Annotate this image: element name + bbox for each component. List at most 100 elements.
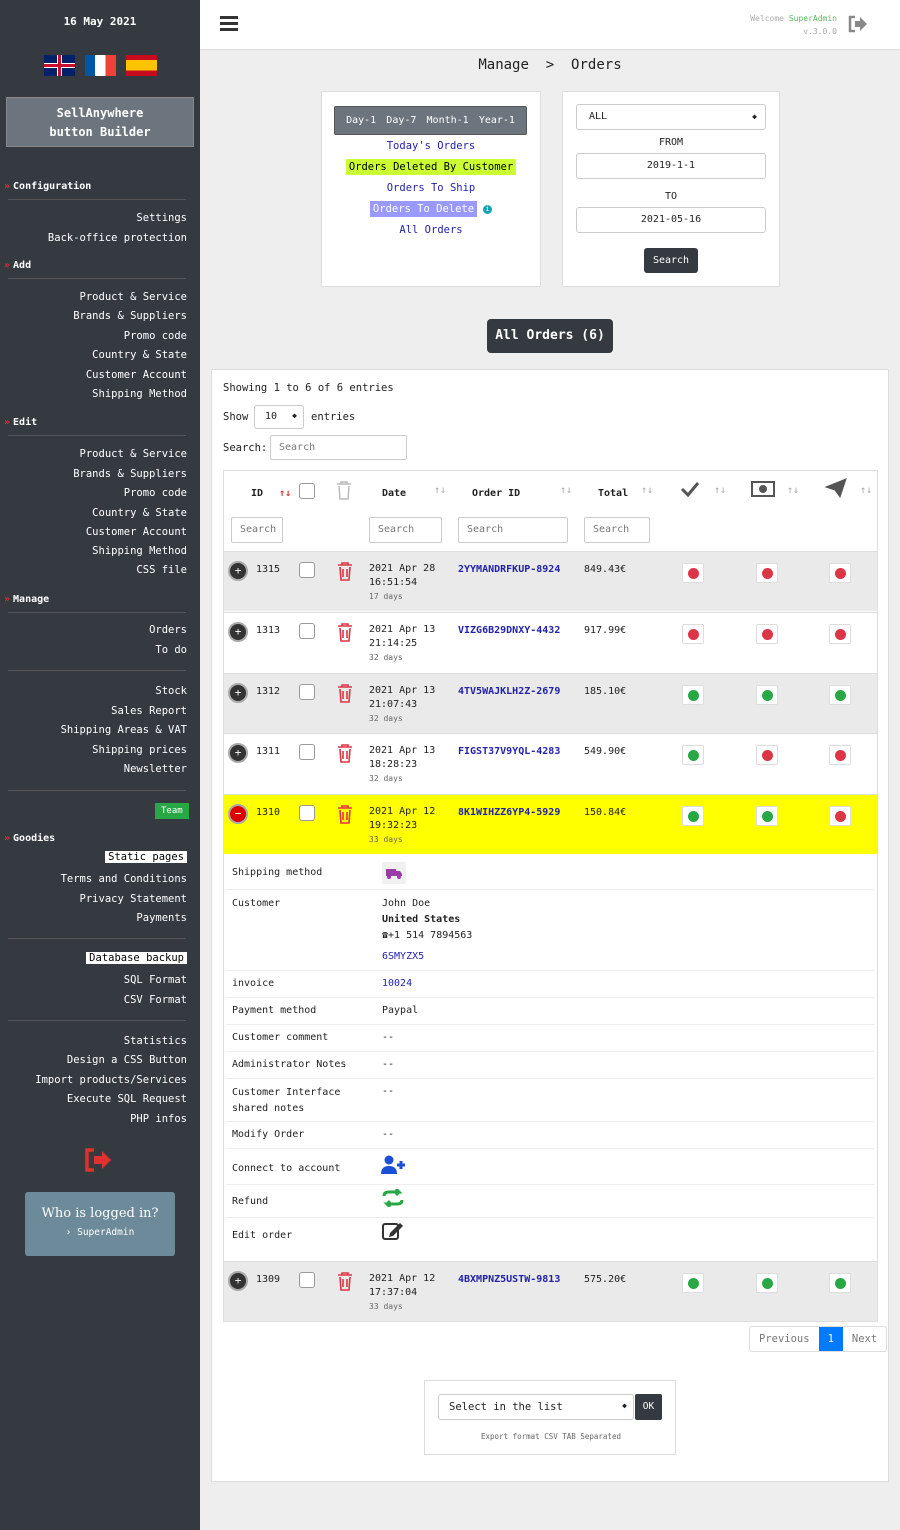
shipped-status-toggle[interactable] (829, 806, 851, 826)
table-row[interactable]: +1311 2021 Apr 13 18:28:23 32 days FIGST37V9… (224, 733, 877, 793)
expand-icon[interactable]: + (228, 561, 248, 581)
filter-orders-to-ship[interactable]: Orders To Ship (386, 182, 476, 194)
sidebar-item-backoffice-protection[interactable]: Back-office protection (47, 232, 187, 244)
shipped-status-toggle[interactable] (829, 685, 851, 705)
trash-icon[interactable] (336, 561, 354, 584)
payment-status-toggle[interactable] (756, 1273, 778, 1293)
button-builder-link[interactable]: SellAnywhere button Builder (6, 97, 194, 147)
export-select[interactable]: Select in the list ◆ (438, 1394, 634, 1420)
sidebar-item-csv-format[interactable]: CSV Format (123, 994, 187, 1006)
row-checkbox[interactable] (299, 1272, 315, 1288)
sidebar-item-shipping-areas[interactable]: Shipping Areas & VAT (60, 724, 187, 736)
sidebar-item-import[interactable]: Import products/Services (35, 1074, 187, 1086)
sidebar-item-add-promo[interactable]: Promo code (123, 330, 187, 342)
previous-button[interactable]: Previous (759, 1333, 810, 1345)
user-plus-icon[interactable] (381, 1155, 407, 1178)
trash-icon[interactable] (336, 743, 354, 766)
row-checkbox[interactable] (299, 744, 315, 760)
sidebar-item-privacy[interactable]: Privacy Statement (79, 893, 187, 905)
sidebar-item-database-backup[interactable]: Database backup (86, 952, 187, 964)
order-reference-link[interactable]: 4BXMPNZ5USTW-9813 (458, 1274, 561, 1285)
trash-icon[interactable] (336, 1271, 354, 1294)
logout-icon[interactable] (84, 1147, 114, 1176)
logout-top-icon[interactable] (848, 15, 868, 36)
from-date-input[interactable]: 2019-1-1 (576, 153, 766, 179)
payment-status-toggle[interactable] (756, 745, 778, 765)
paid-status-toggle[interactable] (682, 1273, 704, 1293)
refund-icon[interactable] (381, 1187, 405, 1210)
search-id-input[interactable]: Search (231, 517, 283, 543)
shipped-status-toggle[interactable] (829, 745, 851, 765)
search-orderid-input[interactable]: Search (458, 517, 568, 543)
order-reference-link[interactable]: 8K1WIHZZ6YP4-5929 (458, 807, 561, 818)
row-checkbox[interactable] (299, 623, 315, 639)
who-logged-in-box[interactable]: Who is logged in? › SuperAdmin (25, 1192, 175, 1256)
shipped-status-toggle[interactable] (829, 563, 851, 583)
expand-icon[interactable]: + (228, 1271, 248, 1291)
collapse-icon[interactable]: − (228, 804, 248, 824)
status-select[interactable]: ALL ◆ (576, 104, 766, 130)
filter-todays-orders[interactable]: Today's Orders (386, 140, 476, 152)
sidebar-item-edit-brands[interactable]: Brands & Suppliers (73, 468, 187, 480)
table-row[interactable]: +1309 2021 Apr 12 17:37:04 33 days 4BXMPNZ5U… (224, 1261, 877, 1321)
table-row[interactable]: −1310 2021 Apr 12 19:32:23 33 days 8K1WIHZZ6… (224, 794, 877, 854)
sidebar-item-newsletter[interactable]: Newsletter (123, 763, 187, 775)
order-reference-link[interactable]: VIZG6B29DNXY-4432 (458, 625, 561, 636)
flag-uk-icon[interactable] (44, 55, 75, 76)
trash-icon[interactable] (336, 804, 354, 827)
sidebar-item-add-customer[interactable]: Customer Account (85, 369, 187, 381)
sidebar-item-edit-country[interactable]: Country & State (92, 507, 187, 519)
search-button[interactable]: Search (644, 248, 698, 273)
paid-status-toggle[interactable] (682, 806, 704, 826)
order-reference-link[interactable]: FIGST37V9YQL-4283 (458, 746, 561, 757)
search-total-input[interactable]: Search (584, 517, 650, 543)
sidebar-item-edit-product[interactable]: Product & Service (79, 448, 187, 460)
col-id[interactable]: ID ↑↓ (251, 488, 292, 499)
team-badge[interactable]: Team (155, 803, 189, 819)
sidebar-item-settings[interactable]: Settings (136, 212, 187, 224)
sidebar-item-edit-promo[interactable]: Promo code (123, 487, 187, 499)
sidebar-item-edit-customer[interactable]: Customer Account (85, 526, 187, 538)
shipped-status-toggle[interactable] (829, 1273, 851, 1293)
flag-fr-icon[interactable] (85, 55, 116, 76)
sidebar-item-add-brands[interactable]: Brands & Suppliers (73, 310, 187, 322)
filter-orders-to-delete[interactable]: Orders To Delete i (322, 201, 540, 217)
order-reference-link[interactable]: 2YYMANDRFKUP-8924 (458, 564, 561, 575)
sidebar-item-stock[interactable]: Stock (155, 685, 187, 697)
col-order-id[interactable]: Order ID (472, 488, 521, 499)
sidebar-item-sales-report[interactable]: Sales Report (111, 705, 187, 717)
paid-status-toggle[interactable] (682, 745, 704, 765)
page-size-select[interactable]: 10 ◆ (254, 405, 304, 429)
sidebar-item-statistics[interactable]: Statistics (123, 1035, 187, 1047)
search-date-input[interactable]: Search (369, 517, 442, 543)
next-button[interactable]: Next (851, 1333, 878, 1345)
detail-invoice-value[interactable]: 10024 (382, 978, 413, 989)
row-checkbox[interactable] (299, 684, 315, 700)
sidebar-item-static-pages[interactable]: Static pages (105, 851, 187, 863)
table-row[interactable]: +1315 2021 Apr 28 16:51:54 17 days 2YYMANDRF… (224, 551, 877, 611)
detail-customer-code[interactable]: 6SMYZX5 (382, 951, 425, 962)
sidebar-item-edit-css[interactable]: CSS file (136, 564, 187, 576)
sidebar-item-add-shipping[interactable]: Shipping Method (92, 388, 187, 400)
sidebar-item-add-product[interactable]: Product & Service (79, 291, 187, 303)
sidebar-item-terms[interactable]: Terms and Conditions (60, 873, 187, 885)
payment-status-toggle[interactable] (756, 563, 778, 583)
flag-es-icon[interactable] (126, 55, 157, 76)
export-ok-button[interactable]: OK (635, 1394, 662, 1420)
table-row[interactable]: +1312 2021 Apr 13 21:07:43 32 days 4TV5WAJKL… (224, 673, 877, 733)
period-day-1[interactable]: Day-1 (346, 115, 377, 126)
filter-deleted-by-customer[interactable]: Orders Deleted By Customer (322, 159, 540, 175)
page-1-button[interactable]: 1 (818, 1327, 843, 1351)
info-icon[interactable]: i (483, 204, 493, 214)
paid-status-toggle[interactable] (682, 624, 704, 644)
table-search-input[interactable]: Search (270, 435, 407, 460)
menu-icon[interactable] (220, 16, 238, 34)
row-checkbox[interactable] (299, 562, 315, 578)
select-all-checkbox[interactable] (299, 483, 315, 499)
col-total[interactable]: Total (598, 488, 629, 499)
sidebar-item-edit-shipping[interactable]: Shipping Method (92, 545, 187, 557)
order-reference-link[interactable]: 4TV5WAJKLH2Z-2679 (458, 686, 561, 697)
sidebar-item-design-css[interactable]: Design a CSS Button (66, 1054, 187, 1066)
trash-icon[interactable] (336, 622, 354, 645)
sidebar-item-shipping-prices[interactable]: Shipping prices (92, 744, 187, 756)
